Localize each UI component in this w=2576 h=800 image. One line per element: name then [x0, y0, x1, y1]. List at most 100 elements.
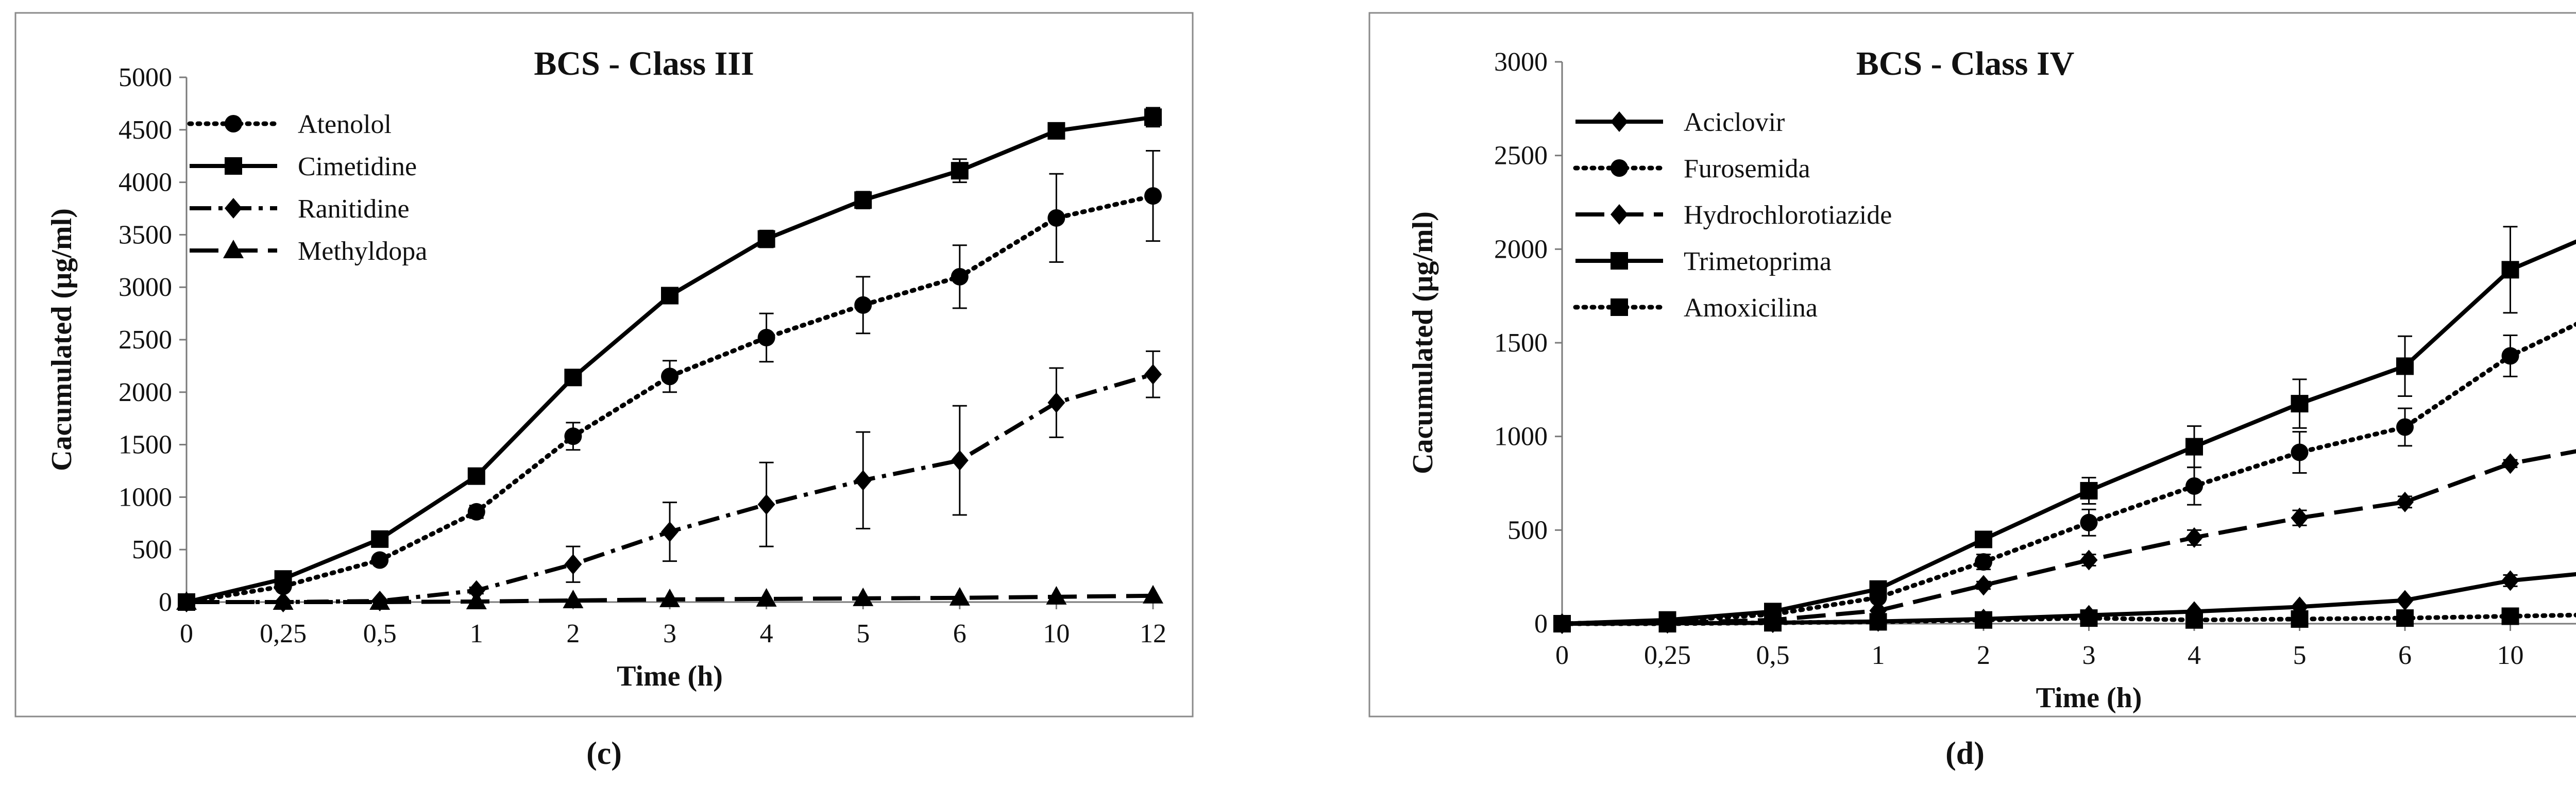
x-tick-label: 0,5 — [363, 619, 397, 648]
data-point — [1144, 364, 1162, 385]
data-point — [951, 268, 969, 286]
data-point — [369, 591, 391, 610]
data-point — [854, 191, 872, 209]
data-point — [274, 570, 292, 588]
series-hydrochlorotiazide — [1553, 449, 2576, 634]
data-point — [1144, 108, 1162, 126]
data-point — [661, 287, 679, 305]
data-point — [564, 369, 582, 387]
x-tick-label: 0,25 — [260, 619, 307, 648]
data-point — [854, 470, 872, 491]
data-point — [1658, 615, 1676, 632]
x-tick-label: 3 — [663, 619, 676, 648]
x-tick-label: 10 — [1043, 619, 1070, 648]
data-point — [467, 503, 485, 521]
series-furosemida — [1553, 322, 2576, 632]
legend-label: Trimetoprima — [1684, 247, 1832, 276]
data-point — [756, 588, 777, 607]
x-tick-label: 5 — [856, 619, 870, 648]
data-point — [563, 589, 584, 608]
y-tick-label: 500 — [132, 535, 172, 564]
data-point — [2291, 443, 2309, 461]
data-point — [564, 427, 582, 445]
series-trimetoprima — [1553, 226, 2576, 632]
legend-label: Amoxicilina — [1684, 293, 1818, 323]
y-tick-label: 2000 — [118, 378, 172, 407]
data-point — [1975, 553, 1992, 571]
legend-marker — [1611, 111, 1628, 132]
legend-marker — [1611, 298, 1628, 316]
chart-panel-d: 0 500 1000 1500 2000 2500 3000 0 0,25 0,5 1 2 3 4 5 6 10… — [1368, 12, 2576, 771]
series-methyldopa — [176, 585, 1163, 610]
data-point — [2501, 607, 2519, 625]
y-tick-label: 5000 — [118, 63, 172, 92]
x-tick-label: 4 — [2188, 641, 2201, 670]
data-point — [2185, 477, 2203, 495]
data-point — [1046, 586, 1067, 605]
x-tick-label: 0,5 — [1756, 641, 1790, 670]
y-tick-label: 4500 — [118, 115, 172, 145]
data-point — [564, 554, 582, 575]
y-tick-label: 0 — [159, 588, 172, 617]
legend-marker — [225, 157, 242, 175]
x-tick-label: 6 — [953, 619, 967, 648]
data-point — [467, 467, 485, 485]
y-tick-label: 0 — [1534, 609, 1548, 639]
data-point — [1975, 575, 1992, 596]
y-tick-label: 2500 — [118, 325, 172, 355]
data-point — [2501, 261, 2519, 279]
legend-label: Aciclovir — [1684, 108, 1785, 137]
chart-panel-c: 0 500 1000 1500 2000 2500 3000 3500 4000 4500 5000… — [14, 12, 1194, 771]
data-point — [2501, 453, 2519, 474]
series-line — [1560, 322, 2576, 626]
data-point — [1047, 392, 1065, 413]
data-point — [371, 530, 389, 548]
legend-marker — [223, 240, 244, 258]
x-tick-label: 0,25 — [1644, 641, 1691, 670]
y-axis-title: Cacumulated (µg/ml) — [46, 208, 78, 471]
data-point — [1975, 530, 1992, 548]
legend-label: Hydrochlorotiazide — [1684, 201, 1892, 230]
data-point — [2291, 610, 2309, 628]
data-point — [949, 587, 970, 606]
data-point — [951, 450, 969, 471]
x-tick-label: 2 — [1977, 641, 1990, 670]
data-point — [1047, 209, 1065, 227]
data-point — [2501, 570, 2519, 591]
data-point — [1047, 122, 1065, 140]
data-point — [853, 587, 874, 606]
data-point — [2080, 513, 2098, 531]
data-point — [2396, 590, 2414, 611]
x-tick-label: 0 — [180, 619, 193, 648]
legend-marker — [1611, 159, 1628, 177]
legend-marker — [1611, 252, 1628, 270]
data-point — [2291, 395, 2309, 413]
legend-label: Furosemida — [1684, 154, 1810, 184]
data-point — [2396, 357, 2414, 375]
data-point — [659, 588, 680, 607]
legend-marker — [225, 115, 242, 132]
data-point — [1869, 613, 1887, 631]
data-point — [1553, 615, 1571, 632]
y-tick-label: 1000 — [1494, 422, 1548, 452]
x-axis-title: Time (h) — [2036, 682, 2142, 714]
x-tick-label: 2 — [566, 619, 580, 648]
data-point — [466, 590, 487, 609]
x-tick-label: 1 — [1872, 641, 1885, 670]
data-point — [2501, 347, 2519, 365]
y-tick-label: 2000 — [1494, 235, 1548, 264]
legend-label: Cimetidine — [298, 152, 417, 181]
series-line — [187, 372, 1154, 604]
data-point — [2080, 549, 2098, 571]
data-point — [2080, 482, 2098, 500]
data-point — [2185, 438, 2203, 456]
y-tick-label: 4000 — [118, 168, 172, 197]
data-point — [176, 591, 197, 610]
y-tick-label: 1500 — [1494, 328, 1548, 358]
data-point — [661, 521, 679, 542]
data-point — [2080, 609, 2098, 627]
series-amoxicilina — [1553, 607, 2576, 632]
x-tick-label: 5 — [2293, 641, 2307, 670]
x-axis-title: Time (h) — [617, 660, 723, 692]
